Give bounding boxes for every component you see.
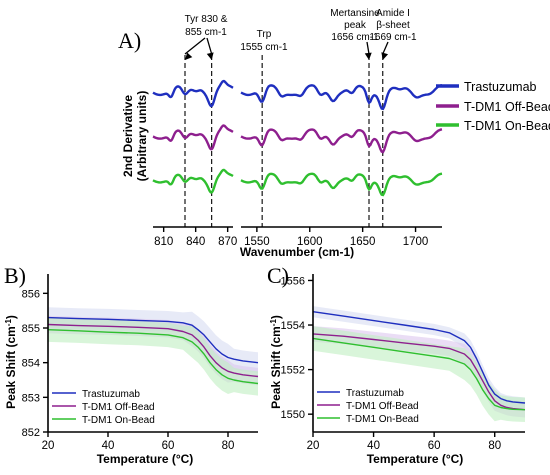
panel-a-legend: Trastuzumab T-DM1 Off-Bead T-DM1 On-Bead — [436, 80, 550, 133]
ytick-label: 1556 — [281, 275, 305, 287]
spectrum-t-dm1-off-bead-segment-2 — [240, 128, 443, 154]
line-t-dm1-off-bead — [47, 323, 259, 378]
legend-label-off-bead: T-DM1 Off-Bead — [464, 100, 550, 114]
annotation-arrowhead — [364, 52, 372, 60]
panel-c: C) Peak Shift (cm-1) 20 40 60 80 1550 1552 155… — [267, 263, 526, 466]
panel-b-legend-label-on-bead: T-DM1 On-Bead — [82, 415, 155, 426]
panel-a-xtick-label: 1600 — [297, 236, 323, 248]
ytick-label: 1552 — [281, 365, 305, 377]
panel-a-ylabel-line1: 2nd Derivative — [121, 95, 135, 177]
spectrum-t-dm1-on-bead-segment-2 — [240, 172, 443, 197]
panel-a-xtick-label: 1700 — [403, 236, 429, 248]
xtick-label: 40 — [102, 440, 115, 452]
panel-a-arrows — [184, 37, 389, 60]
xtick-label: 40 — [367, 440, 380, 452]
panel-a-xlabel: Wavenumber (cm-1) — [240, 245, 354, 259]
annotation-arrowhead — [206, 52, 214, 60]
annotation-arrow-line — [206, 37, 213, 55]
line-trastuzumab — [47, 316, 259, 364]
panel-b: B) Peak Shift (cm-1) 20 40 60 80 852 853 854 85… — [4, 263, 259, 466]
ytick-label: 854 — [22, 358, 40, 370]
xtick-label: 20 — [42, 440, 55, 452]
annotation-amide-line1: Amide I — [376, 8, 410, 19]
panel-a-xtick-label: 1550 — [244, 236, 270, 248]
xtick-label: 60 — [428, 440, 441, 452]
spectrum-trastuzumab-segment-2 — [240, 84, 443, 111]
band-t-dm1-on-bead — [48, 317, 258, 396]
annotation-amide-line3: 1669 cm-1 — [369, 32, 417, 43]
annotation-arrowhead — [381, 52, 389, 60]
annotation-mertansine-line1: Mertansine — [330, 8, 380, 19]
line-t-dm1-on-bead — [47, 329, 259, 385]
spectrum-t-dm1-off-bead-segment-1 — [152, 124, 234, 151]
panel-c-legend-label-trastuzumab: Trastuzumab — [346, 388, 404, 399]
spectrum-trastuzumab-segment-1 — [152, 79, 234, 108]
annotation-amide-line2: β-sheet — [376, 20, 410, 31]
xtick-label: 20 — [307, 440, 320, 452]
line-t-dm1-off-bead — [312, 333, 526, 411]
ytick-label: 856 — [22, 288, 40, 300]
panel-c-legend-label-on-bead: T-DM1 On-Bead — [346, 414, 419, 425]
panel-b-legend-label-off-bead: T-DM1 Off-Bead — [82, 402, 155, 413]
band-t-dm1-on-bead — [313, 326, 525, 422]
panel-a-xtick-label: 870 — [218, 236, 237, 248]
line-trastuzumab — [312, 311, 526, 404]
ytick-label: 1550 — [281, 409, 305, 421]
panel-b-ylabel: Peak Shift (cm-1) — [4, 315, 19, 409]
panel-a-xtick-label: 840 — [186, 236, 205, 248]
xtick-label: 80 — [222, 440, 235, 452]
panel-c-xlabel: Temperature (°C) — [367, 452, 464, 466]
panel-c-plot: 20 40 60 80 1550 1552 1554 1556 — [281, 274, 526, 452]
panel-c-legend: Trastuzumab T-DM1 Off-Bead T-DM1 On-Bead — [317, 388, 419, 425]
annotation-trp-line1: Trp — [257, 29, 272, 40]
ytick-label: 852 — [22, 427, 40, 439]
xtick-label: 60 — [162, 440, 175, 452]
annotation-tyr-line1: Tyr 830 & — [185, 14, 228, 25]
annotation-arrow-line — [366, 41, 370, 55]
annotation-arrow-line — [184, 37, 206, 55]
panel-a-ylabel-line2: (Arbitrary units) — [135, 91, 149, 182]
legend-label-trastuzumab: Trastuzumab — [464, 80, 537, 94]
legend-label-on-bead: T-DM1 On-Bead — [464, 119, 550, 133]
panel-a: A) 2nd Derivative (Arbitrary units) 810 8… — [118, 8, 550, 259]
panel-b-label: B) — [4, 263, 26, 288]
annotation-mertansine-line2: peak — [344, 20, 367, 31]
annotation-mertansine-line3: 1656 cm-1 — [331, 32, 379, 43]
panel-a-xtick-label: 1650 — [350, 236, 376, 248]
annotation-tyr-line2: 855 cm-1 — [185, 27, 227, 38]
panel-b-legend: Trastuzumab T-DM1 Off-Bead T-DM1 On-Bead — [52, 389, 155, 426]
xtick-label: 80 — [488, 440, 501, 452]
panel-b-plot: 20 40 60 80 852 853 854 855 856 — [22, 274, 259, 452]
spectrum-t-dm1-on-bead-segment-1 — [152, 168, 234, 194]
ytick-label: 1554 — [281, 320, 305, 332]
panel-c-label: C) — [267, 263, 289, 288]
panel-a-spectra — [152, 79, 443, 197]
panel-a-markers — [184, 55, 384, 227]
panel-a-label: A) — [118, 28, 141, 53]
ytick-label: 853 — [22, 392, 40, 404]
annotation-arrow-line — [382, 41, 389, 55]
annotation-arrowhead — [185, 52, 193, 60]
ytick-label: 855 — [22, 323, 40, 335]
panel-b-xlabel: Temperature (°C) — [97, 452, 194, 466]
panel-c-ylabel: Peak Shift (cm-1) — [269, 315, 284, 409]
panel-c-legend-label-off-bead: T-DM1 Off-Bead — [346, 401, 419, 412]
panel-a-ticks: 810 840 870 1550 1600 1650 1700 — [154, 227, 428, 248]
line-t-dm1-on-bead — [312, 337, 526, 411]
panel-b-legend-label-trastuzumab: Trastuzumab — [82, 389, 140, 400]
panel-a-xtick-label: 810 — [154, 236, 173, 248]
annotation-trp-line2: 1555 cm-1 — [240, 42, 288, 53]
